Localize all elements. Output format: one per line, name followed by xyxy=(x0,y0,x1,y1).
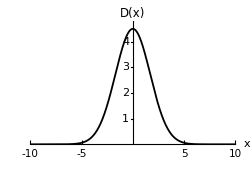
Text: 3: 3 xyxy=(122,62,129,72)
Title: D(x): D(x) xyxy=(120,7,145,20)
Text: 1: 1 xyxy=(122,114,129,124)
Text: 4: 4 xyxy=(122,37,129,47)
Text: 2: 2 xyxy=(122,88,129,98)
Text: x: x xyxy=(242,139,249,149)
